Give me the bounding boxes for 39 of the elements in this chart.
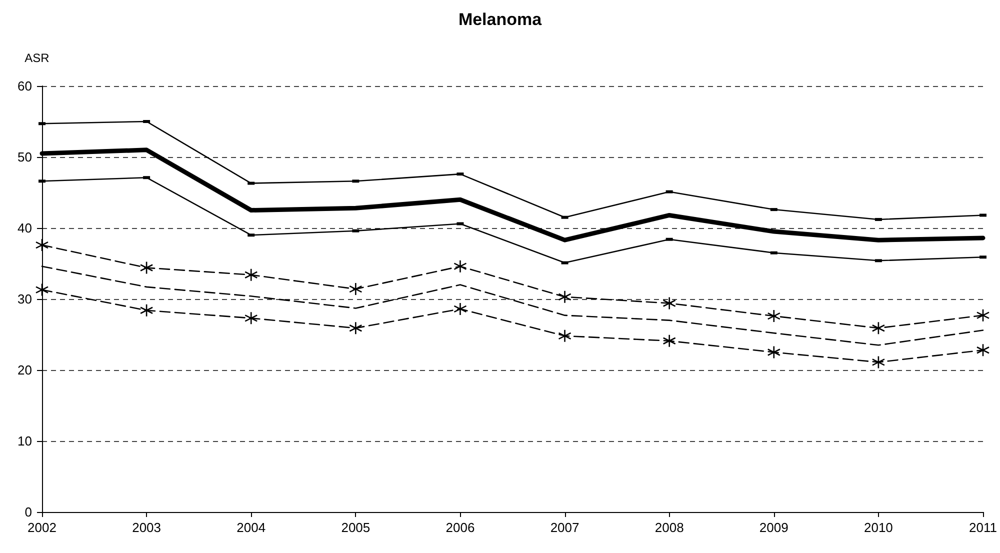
point xyxy=(976,343,990,357)
y-tick-label: 0 xyxy=(24,504,32,520)
x-tick-label: 2006 xyxy=(446,520,475,535)
point xyxy=(454,260,467,273)
point xyxy=(558,329,572,343)
point xyxy=(35,238,49,252)
point xyxy=(140,304,154,318)
point xyxy=(872,356,886,369)
y-tick-label: 50 xyxy=(18,150,32,164)
point xyxy=(35,283,49,296)
y-tick-label: 60 xyxy=(18,78,32,94)
chart-title: Melanoma xyxy=(458,10,542,29)
y-tick-label: 30 xyxy=(18,292,32,306)
x-tick-label: 2008 xyxy=(654,520,684,535)
point xyxy=(662,296,676,310)
x-tick-label: 2002 xyxy=(28,520,56,535)
point xyxy=(140,261,154,274)
x-tick-label: 2005 xyxy=(341,520,370,535)
point xyxy=(872,321,886,335)
point xyxy=(767,309,781,323)
point xyxy=(558,290,572,304)
point xyxy=(662,334,676,348)
point xyxy=(454,302,467,316)
point xyxy=(349,321,362,335)
point xyxy=(767,346,781,359)
x-tick-label: 2009 xyxy=(759,520,788,535)
point xyxy=(349,282,362,296)
point xyxy=(976,308,990,322)
y-tick-label: 20 xyxy=(18,362,32,378)
y-axis-title: ASR xyxy=(24,51,50,65)
point xyxy=(244,312,258,325)
x-tick-label: 2004 xyxy=(236,520,266,535)
x-tick-label: 2010 xyxy=(864,520,893,535)
point xyxy=(244,268,258,282)
x-tick-label: 2011 xyxy=(969,520,997,535)
x-tick-label: 2007 xyxy=(550,520,580,535)
y-tick-label: 40 xyxy=(18,220,32,236)
y-tick-label: 10 xyxy=(18,434,32,448)
x-tick-label: 2003 xyxy=(132,520,162,535)
